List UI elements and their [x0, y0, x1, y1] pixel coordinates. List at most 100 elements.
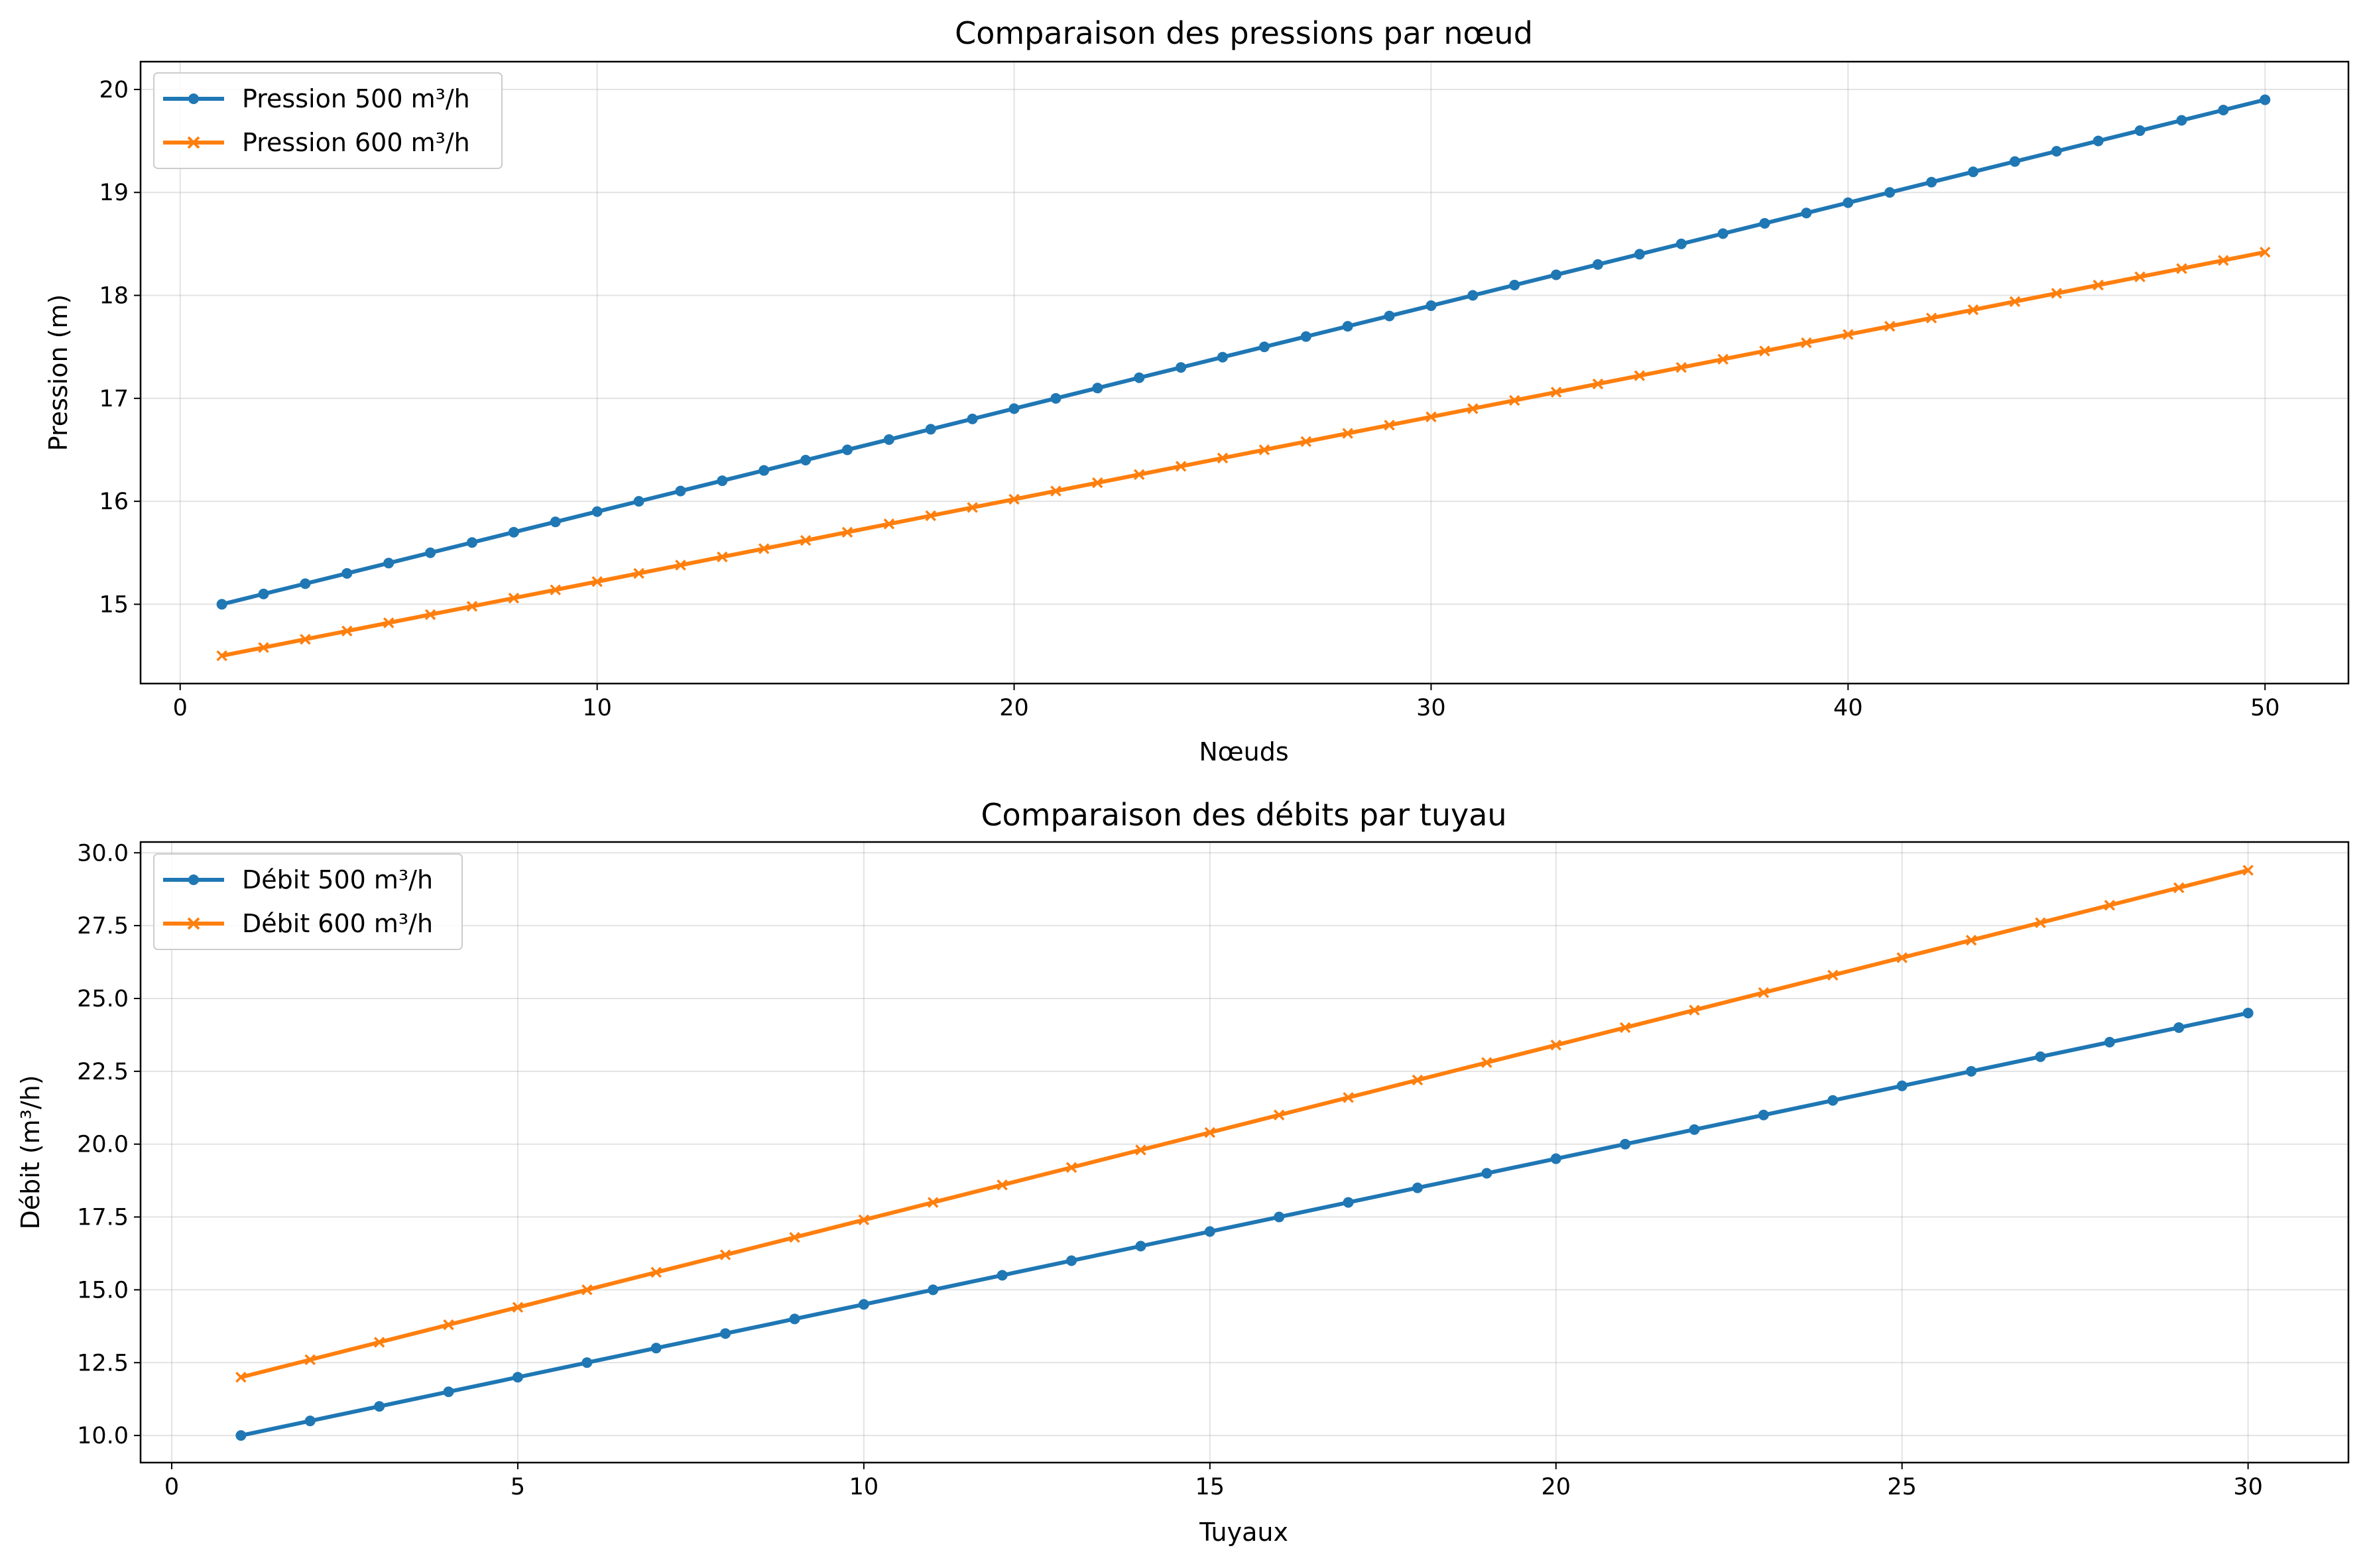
chart-debits-series-0-point-16 [1343, 1197, 1354, 1208]
chart-pressions-series-1-point-25 [1258, 444, 1270, 455]
chart-pressions-series-1 [216, 247, 2271, 662]
chart-pressions-series-1-point-20 [1050, 485, 1062, 497]
chart-debits-series-0-point-9 [858, 1299, 869, 1310]
chart-debits-xticks: 0 5 10 15 20 25 30 [164, 1463, 2263, 1500]
chart-pressions-series-1-point-7 [508, 592, 520, 604]
chart-pressions-series-0-point-11 [675, 485, 686, 497]
chart-debits-legend-label-0: Débit 500 m³/h [242, 865, 433, 894]
chart-debits-series-0-point-29 [2242, 1007, 2254, 1018]
chart-pressions-series-0-point-42 [1967, 166, 1978, 178]
chart-debits-series-1-point-6 [650, 1266, 662, 1278]
chart-pressions-series-0-point-2 [300, 578, 311, 589]
chart-debits-xtick-label-3: 15 [1195, 1474, 1225, 1500]
chart-debits-series-1-point-11 [997, 1179, 1008, 1191]
chart-pressions-series-0-point-24 [1217, 351, 1228, 363]
chart-pressions-series-1-point-37 [1759, 345, 1770, 357]
chart-pressions-series-0-point-36 [1717, 228, 1729, 239]
chart-pressions-series-0-point-39 [1843, 197, 1854, 208]
chart-pressions-series-0-point-37 [1759, 217, 1770, 229]
chart-pressions-series-0-point-46 [2134, 125, 2146, 137]
chart-pressions-ytick-label-3: 18 [99, 283, 129, 310]
chart-pressions-series-1-point-48 [2218, 255, 2229, 266]
chart-pressions-series-0-point-23 [1176, 362, 1187, 373]
chart-debits-series-1-point-10 [928, 1197, 939, 1208]
chart-pressions-series-0-point-32 [1551, 269, 1562, 280]
chart-pressions-series-1-point-8 [550, 584, 561, 595]
chart-pressions-series-1-point-16 [883, 518, 895, 530]
chart-debits-series-0-point-11 [997, 1270, 1008, 1281]
chart-pressions-series-0-point-3 [341, 568, 353, 579]
chart-debits-ylabel: Débit (m³/h) [16, 1075, 45, 1229]
chart-pressions-series-1-point-24 [1217, 452, 1229, 464]
chart-pressions-series-0-point-38 [1801, 208, 1812, 219]
chart-debits-series-0-point-1 [304, 1416, 316, 1427]
chart-debits-series-1-point-18 [1481, 1057, 1492, 1068]
chart-debits-series-0-point-17 [1412, 1182, 1423, 1193]
chart-debits-series-0-point-13 [1135, 1240, 1146, 1252]
chart-pressions-series-0-point-12 [717, 475, 728, 487]
chart-debits-series-1-point-12 [1065, 1162, 1077, 1174]
chart-debits-series-0-point-12 [1066, 1255, 1077, 1266]
chart-pressions-xlabel: Nœuds [1199, 737, 1288, 766]
chart-pressions-legend-marker-0 [188, 93, 199, 104]
chart-debits-ytick-label-7: 27.5 [77, 913, 129, 939]
chart-pressions-series-0-point-22 [1134, 372, 1145, 383]
chart-pressions-series-1-point-42 [1967, 304, 1979, 316]
chart-pressions-series-0-point-13 [759, 465, 770, 476]
chart-debits-series-0-point-22 [1758, 1109, 1769, 1120]
chart-pressions-legend-item-1: Pression 600 m³/h [163, 128, 470, 157]
chart-debits-series-0-point-10 [928, 1284, 939, 1296]
chart-pressions-series-0-point-19 [1008, 403, 1020, 414]
chart-pressions-series-0-point-21 [1092, 383, 1103, 394]
chart-pressions-series-0-point-34 [1634, 249, 1645, 260]
chart-pressions-series-1-point-32 [1550, 387, 1562, 398]
chart-debits-xtick-label-2: 10 [849, 1474, 879, 1500]
chart-pressions-series [216, 94, 2271, 662]
chart-pressions-series-1-point-27 [1342, 428, 1353, 439]
chart-pressions-series-1-point-18 [967, 502, 978, 513]
chart-debits-xtick-label-1: 5 [511, 1474, 525, 1500]
chart-pressions-series-0 [216, 94, 2271, 610]
chart-pressions-series-0-point-1 [258, 588, 269, 599]
chart-debits-series-0-point-15 [1274, 1211, 1285, 1223]
chart-pressions-series-0-point-41 [1926, 176, 1937, 188]
chart-debits-series-1-point-20 [1619, 1022, 1631, 1034]
chart-pressions-series-1-point-29 [1426, 411, 1437, 423]
chart-pressions-series-0-point-0 [216, 599, 227, 610]
chart-debits-series-1-point-21 [1689, 1004, 1700, 1016]
chart-debits-xtick-label-4: 20 [1541, 1474, 1571, 1500]
chart-pressions-xtick-label-0: 0 [173, 695, 188, 721]
chart-debits-series-1-point-2 [373, 1337, 385, 1348]
chart-debits-series-1-line [240, 868, 2249, 1380]
chart-debits-series-1-point-28 [2173, 882, 2185, 894]
chart-pressions-legend-label-0: Pression 500 m³/h [242, 84, 470, 113]
chart-pressions-series-0-point-31 [1509, 279, 1520, 290]
chart-pressions-series-1-point-10 [633, 568, 644, 579]
chart-debits-series-0-point-5 [581, 1357, 593, 1368]
chart-pressions-grid [141, 62, 2348, 684]
chart-pressions-series-0-point-48 [2218, 104, 2229, 115]
chart-debits-series-0-point-2 [374, 1401, 385, 1412]
chart-pressions-legend: Pression 500 m³/h Pression 600 m³/h [153, 72, 503, 169]
chart-debits-xlabel: Tuyaux [1199, 1518, 1288, 1547]
chart-pressions-series-1-point-13 [758, 543, 770, 554]
chart-debits-series-0-point-14 [1204, 1226, 1215, 1237]
chart-pressions-series-1-point-44 [2051, 288, 2063, 299]
chart-debits-ytick-label-3: 17.5 [77, 1205, 129, 1231]
chart-debits-series-0-point-6 [650, 1343, 662, 1354]
chart-pressions-series-1-point-0 [216, 650, 227, 662]
chart-debits-series-1-point-9 [858, 1214, 870, 1226]
chart-pressions-series-1-point-26 [1300, 436, 1311, 448]
chart-debits-grid [141, 842, 2348, 1463]
chart-pressions-ylabel: Pression (m) [44, 294, 73, 452]
chart-debits-xtick-label-0: 0 [164, 1474, 179, 1500]
chart-pressions-xtick-label-1: 10 [582, 695, 612, 721]
chart-debits-ytick-label-0: 10.0 [77, 1423, 129, 1449]
chart-debits-series-1-point-8 [789, 1232, 800, 1243]
chart-debits-series-1-point-23 [1827, 969, 1839, 981]
chart-debits-series-0 [235, 1007, 2254, 1441]
chart-pressions-series-0-point-27 [1342, 321, 1353, 332]
chart-debits-legend-marker-1 [187, 917, 200, 930]
chart-pressions-series-1-line [221, 250, 2266, 658]
